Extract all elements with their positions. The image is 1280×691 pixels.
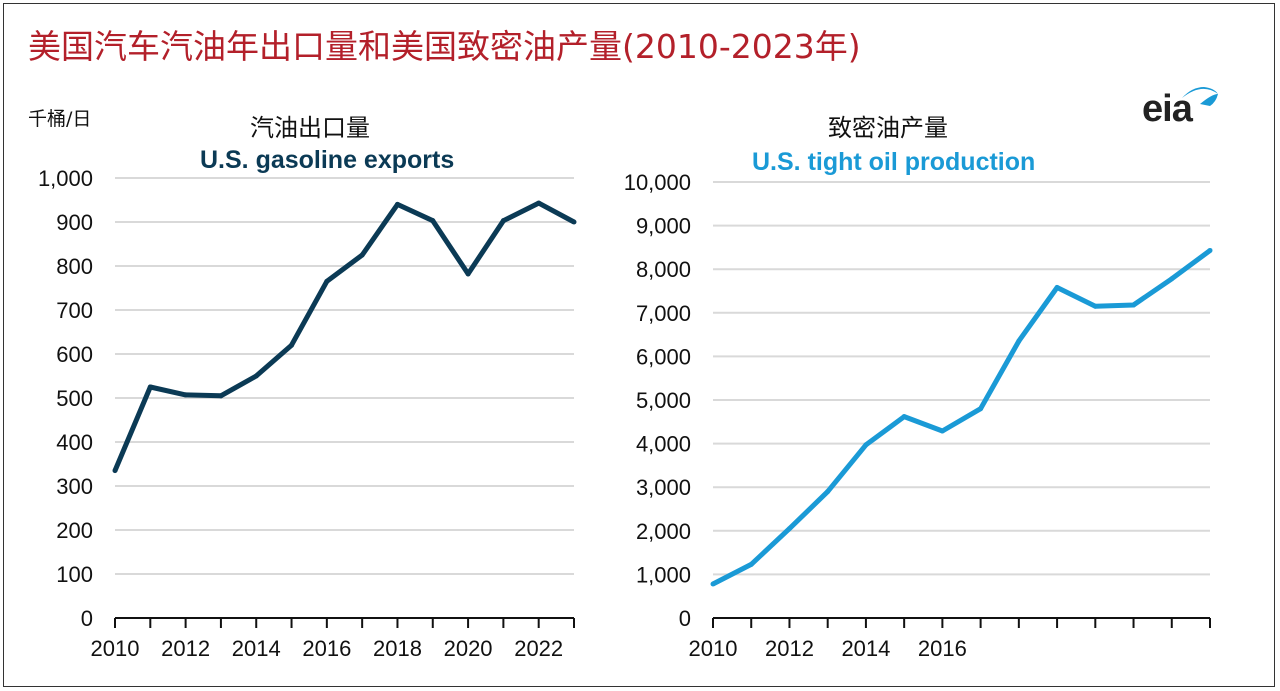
data-point — [978, 406, 984, 412]
figure-frame — [3, 3, 1275, 687]
data-point — [359, 252, 365, 258]
data-point — [1169, 276, 1175, 282]
y-tick-label: 10,000 — [624, 170, 691, 195]
y-tick-label: 900 — [56, 210, 93, 235]
y-tick-label: 7,000 — [636, 301, 691, 326]
watermark-overlay — [990, 636, 1262, 672]
eia-logo-swoosh-icon — [1182, 87, 1218, 106]
data-point — [253, 373, 259, 379]
data-point — [825, 489, 831, 495]
y-tick-label: 6,000 — [636, 344, 691, 369]
x-tick-label: 2010 — [91, 636, 140, 661]
y-tick-label: 100 — [56, 562, 93, 587]
chart-2-title: U.S. tight oil production — [752, 148, 1036, 176]
data-point — [112, 468, 118, 474]
y-tick-label: 3,000 — [636, 475, 691, 500]
x-tick-label: 2010 — [689, 636, 738, 661]
y-tick-label: 500 — [56, 386, 93, 411]
x-tick-label: 2014 — [841, 636, 890, 661]
data-point — [430, 218, 436, 224]
gasoline-exports-chart: 0 100 200 300 400 500 600 700 800 900 1,000 2010 201… — [38, 166, 577, 661]
data-point — [786, 526, 792, 532]
y-tick-label: 4,000 — [636, 432, 691, 457]
data-point — [289, 342, 295, 348]
data-point — [147, 384, 153, 390]
y-tick-label: 5,000 — [636, 388, 691, 413]
data-point — [183, 392, 189, 398]
x-tick-label: 2018 — [373, 636, 422, 661]
data-point — [1131, 302, 1137, 308]
y-tick-label: 0 — [679, 606, 691, 631]
chart-2-title-cn: 致密油产量 — [828, 114, 948, 142]
y-tick-label: 700 — [56, 298, 93, 323]
data-point — [1016, 338, 1022, 344]
x-tick-label: 2012 — [161, 636, 210, 661]
data-point — [500, 218, 506, 224]
x-tick-label: 2022 — [514, 636, 563, 661]
x-tick-label: 2020 — [444, 636, 493, 661]
data-point — [748, 561, 754, 567]
data-point — [1092, 303, 1098, 309]
y-tick-label: 400 — [56, 430, 93, 455]
data-point — [1207, 247, 1213, 253]
x-tick-label: 2014 — [232, 636, 281, 661]
data-point — [218, 393, 224, 399]
x-tick-label: 2012 — [765, 636, 814, 661]
data-point — [710, 581, 716, 587]
y-tick-label: 2,000 — [636, 519, 691, 544]
data-point — [465, 271, 471, 277]
unit-label: 千桶/日 — [28, 108, 92, 130]
chart-1-title-cn: 汽油出口量 — [250, 114, 370, 142]
eia-logo-text: eia — [1142, 88, 1193, 130]
data-point — [571, 219, 577, 225]
data-point — [1054, 285, 1060, 291]
data-point — [863, 442, 869, 448]
data-point — [901, 414, 907, 420]
y-tick-label: 1,000 — [38, 166, 93, 191]
y-tick-label: 8,000 — [636, 257, 691, 282]
data-point — [536, 200, 542, 206]
series-line-2 — [711, 248, 1212, 587]
data-point — [394, 201, 400, 207]
series-line-1 — [112, 200, 576, 472]
eia-logo: eia — [1138, 82, 1222, 132]
data-point — [939, 428, 945, 434]
x-tick-label: 2016 — [918, 636, 967, 661]
y-tick-label: 800 — [56, 254, 93, 279]
y-tick-label: 0 — [81, 606, 93, 631]
y-tick-label: 600 — [56, 342, 93, 367]
page-title: 美国汽车汽油年出口量和美国致密油产量(2010-2023年) — [28, 27, 861, 66]
x-tick-label: 2016 — [302, 636, 351, 661]
y-tick-label: 9,000 — [636, 214, 691, 239]
y-tick-label: 200 — [56, 518, 93, 543]
y-tick-label: 300 — [56, 474, 93, 499]
data-point — [324, 278, 330, 284]
y-tick-label: 1,000 — [636, 562, 691, 587]
tight-oil-production-chart: 0 1,000 2,000 3,000 4,000 5,000 6,000 7,000 8,00… — [624, 170, 1213, 661]
chart-1-title: U.S. gasoline exports — [200, 146, 455, 174]
